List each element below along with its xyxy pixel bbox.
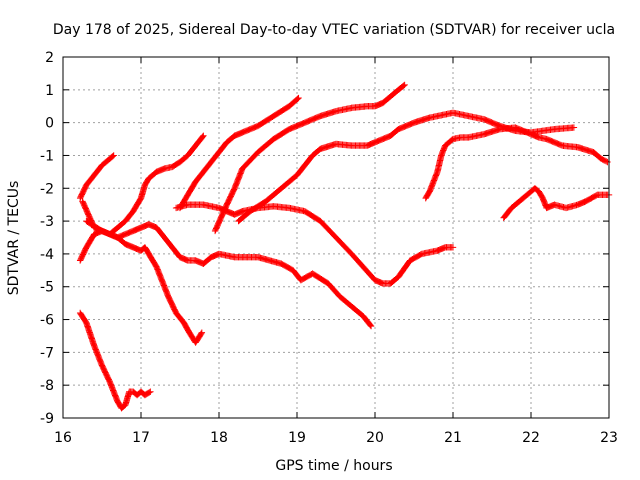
point-markers	[76, 152, 117, 202]
series-track-5	[83, 217, 375, 330]
y-tick-label: 1	[45, 83, 54, 99]
y-axis-label: SDTVAR / TECUs	[6, 181, 22, 296]
series-track-2	[76, 309, 154, 412]
x-tick-label: 18	[210, 430, 228, 446]
chart-title: Day 178 of 2025, Sidereal Day-to-day VTE…	[53, 22, 615, 38]
x-tick-label: 23	[600, 430, 618, 446]
y-tick-label: -3	[40, 214, 54, 230]
y-tick-label: -8	[40, 378, 54, 394]
point-markers	[83, 217, 375, 330]
series-track-6	[172, 201, 457, 287]
y-tick-label: -6	[40, 313, 54, 329]
series-track-8	[211, 81, 408, 235]
y-tick-label: 0	[45, 116, 54, 132]
x-tick-label: 16	[54, 430, 72, 446]
ticks: 16 17 18 19 20 21 22 23 -9 -8 -7 -6 -5 -4 -3 -2 -1 0 1 2	[40, 50, 618, 446]
y-tick-label: -7	[40, 345, 54, 361]
x-axis-label: GPS time / hours	[275, 458, 392, 474]
plot-frame	[62, 56, 610, 419]
grid	[63, 57, 609, 418]
y-tick-label: -4	[40, 247, 54, 263]
y-tick-label: 2	[45, 50, 54, 66]
series-track-10	[422, 124, 611, 202]
series-track-11	[500, 185, 613, 222]
point-markers	[422, 124, 611, 202]
x-tick-label: 20	[366, 430, 384, 446]
x-tick-label: 21	[444, 430, 462, 446]
x-tick-label: 22	[522, 430, 540, 446]
point-markers	[172, 201, 457, 287]
data-points	[76, 81, 613, 412]
y-tick-label: -5	[40, 280, 54, 296]
point-markers	[76, 309, 154, 412]
point-markers	[500, 185, 613, 222]
y-tick-label: -1	[40, 148, 54, 164]
x-tick-label: 19	[288, 430, 306, 446]
x-tick-label: 17	[132, 430, 150, 446]
y-tick-label: -2	[40, 181, 54, 197]
point-markers	[176, 94, 302, 212]
series-track-1	[76, 152, 117, 202]
point-markers	[211, 81, 408, 235]
series-track-7	[176, 94, 302, 212]
y-tick-label: -9	[40, 411, 54, 427]
